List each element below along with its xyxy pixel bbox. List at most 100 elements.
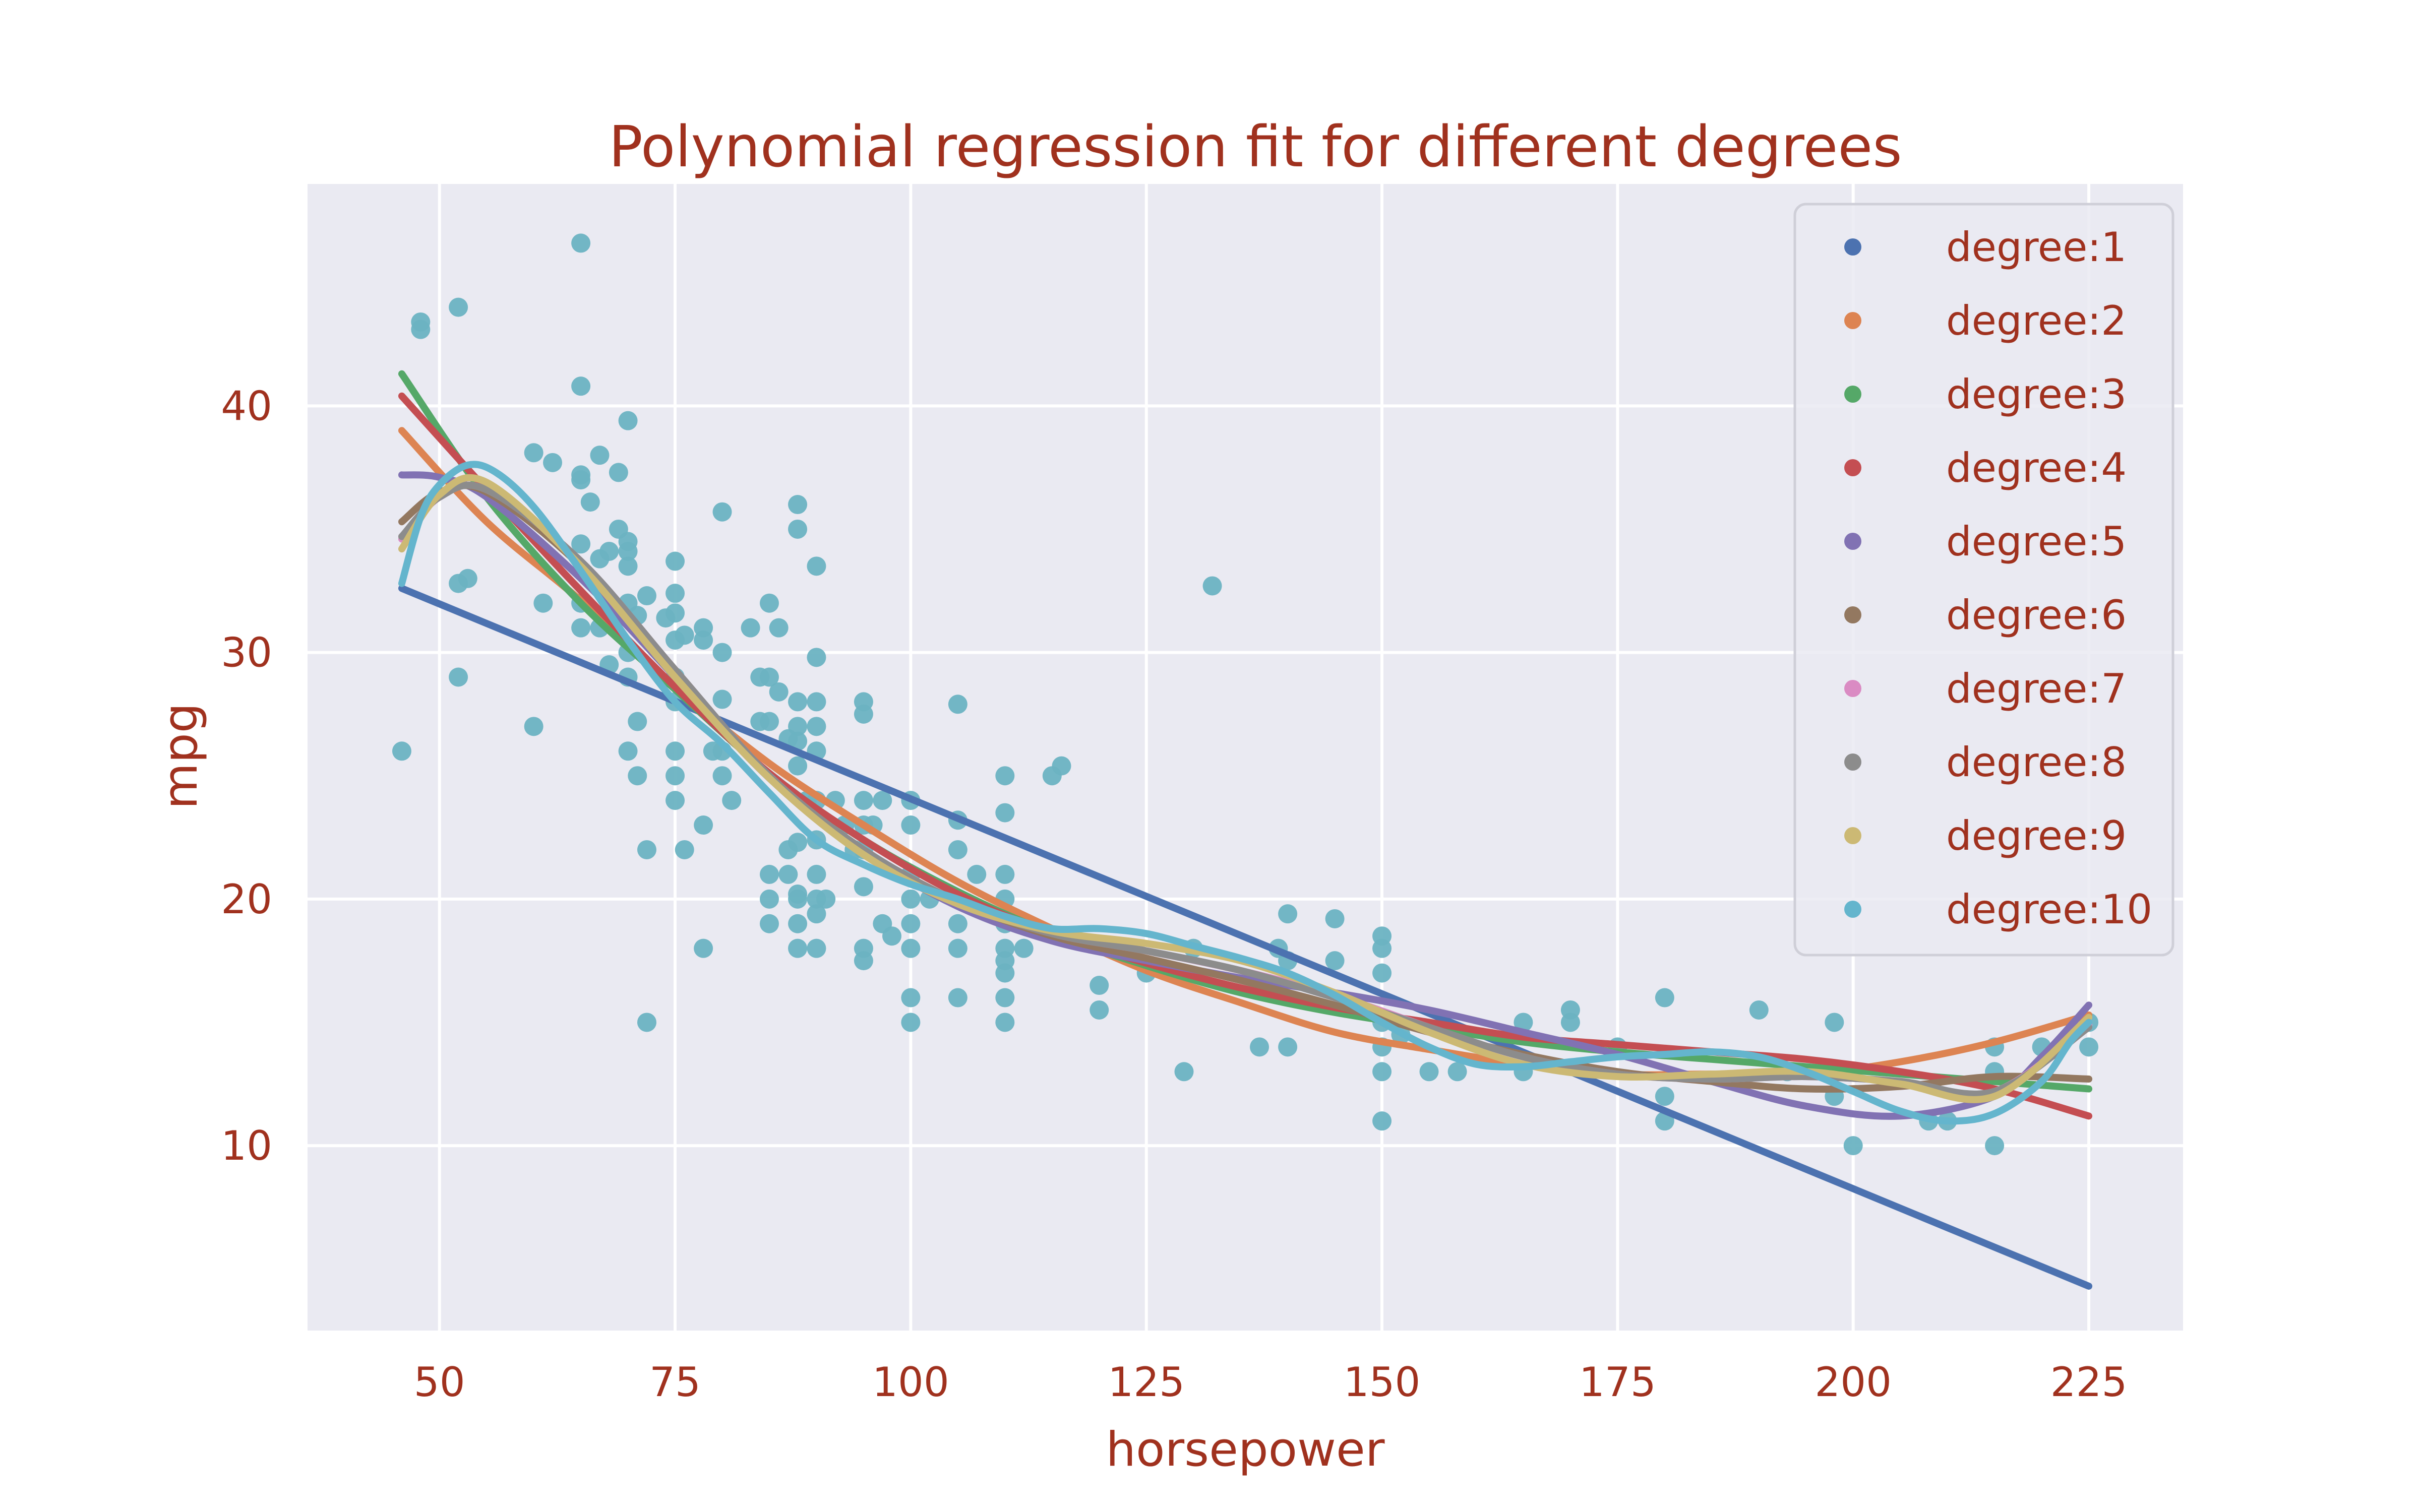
- data-point: [1419, 1062, 1439, 1082]
- data-point: [1655, 988, 1674, 1007]
- data-point: [769, 618, 789, 638]
- data-point: [571, 376, 591, 396]
- data-point: [807, 692, 826, 712]
- data-point: [807, 904, 826, 924]
- data-point: [666, 551, 685, 571]
- legend-marker: [1844, 827, 1861, 844]
- data-point: [1447, 1062, 1467, 1082]
- data-point: [1325, 951, 1345, 971]
- data-point: [759, 914, 779, 933]
- data-point: [788, 756, 808, 776]
- data-point: [1090, 1000, 1109, 1020]
- x-tick-label: 175: [1579, 1359, 1656, 1406]
- data-point: [1655, 1087, 1674, 1106]
- data-point: [571, 534, 591, 554]
- data-point: [788, 938, 808, 958]
- data-point: [694, 815, 713, 835]
- tick-labels: 50 75 100 125 150 175 200 225 10 20 30 40: [221, 383, 2127, 1406]
- x-tick-label: 200: [1814, 1359, 1892, 1406]
- x-tick-label: 150: [1344, 1359, 1421, 1406]
- data-point: [901, 889, 921, 909]
- data-point: [788, 495, 808, 515]
- legend-marker: [1844, 753, 1861, 771]
- data-point: [411, 320, 431, 339]
- data-point: [807, 864, 826, 884]
- y-tick-label: 30: [221, 629, 272, 676]
- data-point: [618, 556, 638, 576]
- x-tick-label: 75: [649, 1359, 701, 1406]
- x-tick-label: 50: [414, 1359, 465, 1406]
- data-point: [666, 791, 685, 810]
- data-point: [995, 963, 1015, 983]
- data-point: [807, 648, 826, 667]
- legend-label: degree:8: [1946, 739, 2127, 786]
- data-point: [995, 1013, 1015, 1032]
- y-tick-label: 20: [221, 876, 272, 923]
- data-point: [666, 741, 685, 761]
- legend-marker: [1844, 901, 1861, 918]
- data-point: [666, 766, 685, 786]
- legend-label: degree:4: [1946, 445, 2127, 491]
- data-point: [1278, 904, 1298, 924]
- data-point: [590, 446, 610, 465]
- data-point: [948, 938, 967, 958]
- data-point: [571, 618, 591, 638]
- data-point: [1325, 909, 1345, 928]
- y-tick-label: 40: [221, 383, 272, 429]
- data-point: [788, 717, 808, 736]
- chart-title: Polynomial regression fit for different …: [609, 114, 1902, 180]
- data-point: [1560, 1013, 1580, 1032]
- y-tick-label: 10: [221, 1122, 272, 1169]
- data-point: [392, 741, 411, 761]
- legend-label: degree:2: [1946, 297, 2127, 344]
- fit-lines: [398, 370, 2093, 1290]
- data-point: [666, 603, 685, 623]
- data-point: [807, 717, 826, 736]
- legend-label: degree:6: [1946, 592, 2127, 639]
- data-point: [901, 988, 921, 1007]
- fit-line-degree-1: [398, 585, 2093, 1290]
- data-point: [543, 453, 563, 472]
- legend-label: degree:10: [1946, 886, 2152, 933]
- x-tick-label: 225: [2050, 1359, 2128, 1406]
- data-point: [967, 864, 987, 884]
- data-point: [637, 586, 656, 606]
- data-point: [759, 864, 779, 884]
- data-point: [712, 766, 732, 786]
- x-tick-label: 125: [1108, 1359, 1185, 1406]
- data-point: [1202, 576, 1222, 596]
- data-point: [788, 519, 808, 539]
- data-point: [995, 766, 1015, 786]
- legend-label: degree:7: [1946, 665, 2127, 712]
- legend-label: degree:1: [1946, 224, 2127, 271]
- data-point: [948, 914, 967, 933]
- data-point: [1749, 1000, 1769, 1020]
- data-point: [741, 618, 760, 638]
- data-point: [618, 541, 638, 561]
- data-point: [788, 731, 808, 751]
- legend-marker: [1844, 533, 1861, 550]
- data-point: [901, 815, 921, 835]
- data-point: [901, 1013, 921, 1032]
- data-point: [901, 938, 921, 958]
- data-point: [628, 712, 647, 731]
- data-point: [759, 712, 779, 731]
- data-point: [807, 556, 826, 576]
- data-point: [1985, 1136, 2005, 1156]
- data-point: [788, 914, 808, 933]
- data-point: [637, 1013, 656, 1032]
- data-point: [458, 569, 477, 588]
- data-point: [1250, 1037, 1269, 1057]
- data-point: [637, 840, 656, 859]
- data-point: [995, 988, 1015, 1007]
- data-point: [854, 951, 873, 971]
- data-point: [599, 541, 619, 561]
- legend-marker: [1844, 459, 1861, 476]
- data-point: [609, 463, 628, 482]
- data-point: [788, 692, 808, 712]
- data-point: [628, 766, 647, 786]
- data-point: [618, 411, 638, 430]
- data-point: [675, 625, 694, 645]
